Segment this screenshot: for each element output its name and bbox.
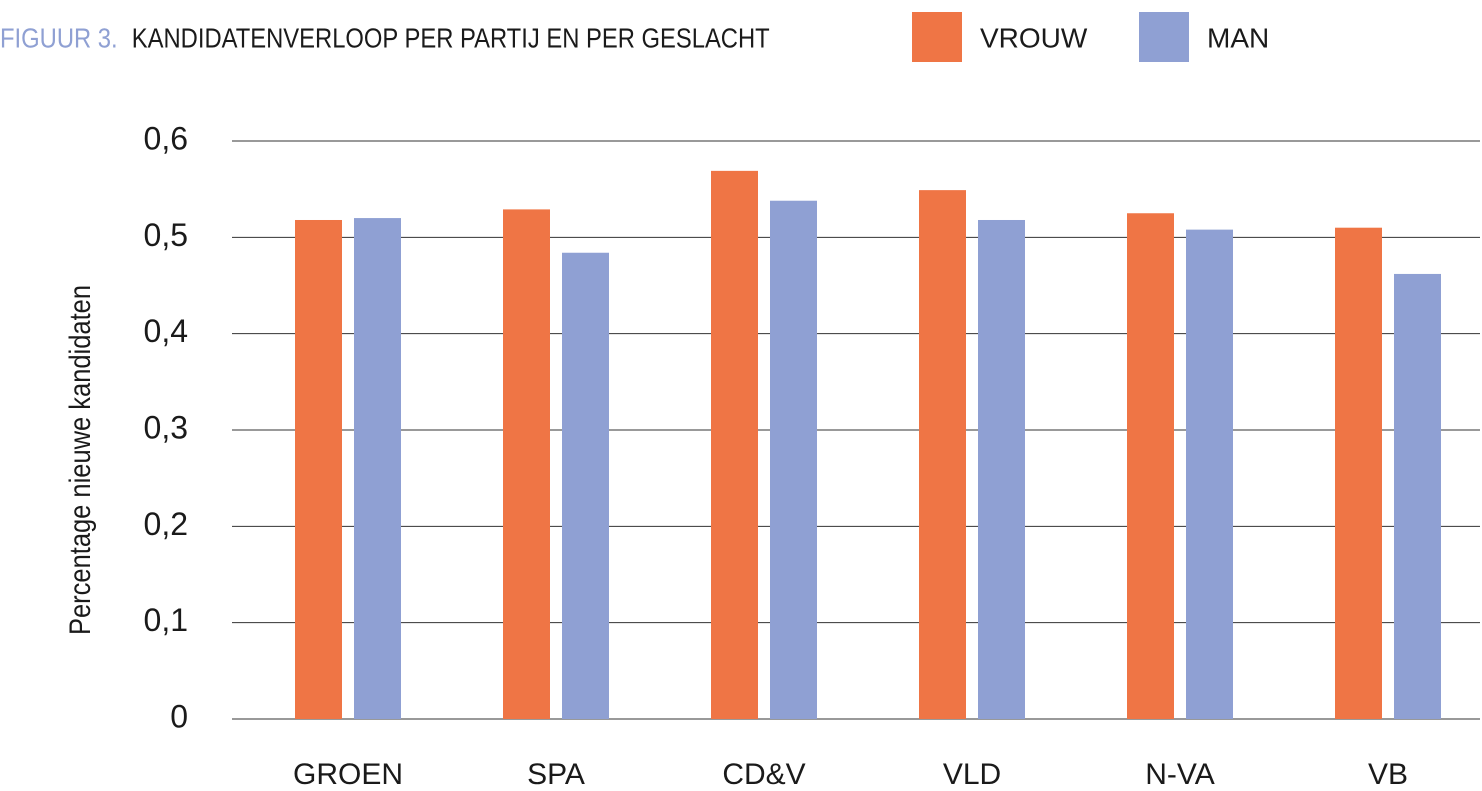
x-tick-label: GROEN xyxy=(293,758,403,791)
legend-swatch xyxy=(1139,12,1189,62)
y-tick-label: 0,6 xyxy=(144,120,188,156)
bar xyxy=(1186,229,1233,720)
legend-label: MAN xyxy=(1207,22,1269,53)
figure-label: FIGUUR 3. xyxy=(0,22,118,54)
x-tick-label: CD&V xyxy=(722,758,805,791)
y-tick-label: 0,3 xyxy=(144,409,188,445)
bar xyxy=(295,219,342,719)
x-tick-label: VB xyxy=(1368,758,1408,791)
y-tick-label: 0,5 xyxy=(144,217,188,253)
y-axis-label: Percentage nieuwe kandidaten xyxy=(63,285,96,635)
bar xyxy=(562,252,609,719)
bar xyxy=(503,209,550,719)
bar xyxy=(919,190,966,719)
y-tick-label: 0 xyxy=(170,698,188,734)
bar xyxy=(1127,213,1174,719)
legend-swatch xyxy=(912,12,962,62)
bar xyxy=(978,219,1025,719)
y-tick-label: 0,4 xyxy=(144,313,188,349)
bar xyxy=(770,200,817,719)
bar xyxy=(1394,273,1441,719)
bar xyxy=(711,170,758,719)
y-tick-label: 0,2 xyxy=(144,506,188,542)
x-tick-label: N-VA xyxy=(1145,758,1214,791)
bar xyxy=(1335,227,1382,719)
bar xyxy=(354,218,401,720)
legend-label: VROUW xyxy=(980,22,1088,53)
y-tick-label: 0,1 xyxy=(144,602,188,638)
chart-title: KANDIDATENVERLOOP PER PARTIJ EN PER GESL… xyxy=(132,22,770,54)
x-tick-label: SPA xyxy=(527,758,585,791)
x-tick-label: VLD xyxy=(943,758,1001,791)
